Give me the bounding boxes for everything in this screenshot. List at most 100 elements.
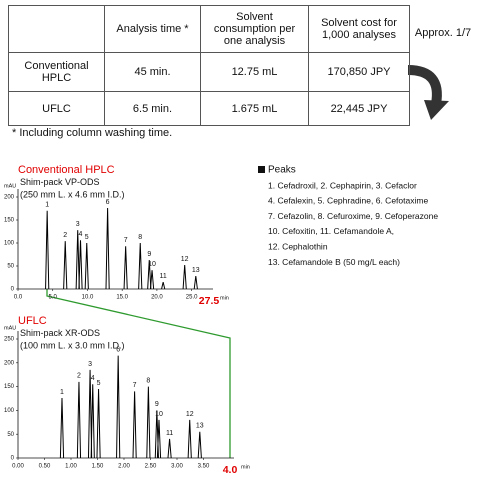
x-tick-label: 25.0: [186, 295, 198, 301]
comparison-table: Analysis time * Solvent consumption per …: [8, 5, 410, 126]
peak-label: 8: [146, 377, 150, 384]
reduction-arrow: [407, 65, 442, 105]
peak: [132, 391, 137, 459]
peak: [161, 281, 166, 290]
peak: [149, 270, 155, 290]
y-tick-label: 150: [4, 218, 15, 224]
legend-bullet: [258, 166, 265, 173]
peak: [45, 210, 50, 290]
y-tick-label: 0: [11, 456, 15, 462]
table-cell: 12.75 mL: [200, 52, 309, 92]
peak: [182, 265, 187, 290]
peak-label: 5: [85, 234, 89, 241]
x-tick-label: 10.0: [82, 295, 94, 301]
legend-title: Peaks: [268, 165, 296, 176]
peak-label: 12: [181, 256, 189, 263]
peak: [78, 240, 83, 290]
reduction-arrow-head: [424, 100, 449, 120]
table-header: Solvent consumption per one analysis: [200, 5, 309, 53]
peak-label: 10: [155, 411, 163, 418]
peak: [87, 369, 93, 459]
y-tick-label: 200: [4, 195, 15, 201]
zoom-connector: [46, 289, 231, 458]
peak: [146, 386, 151, 459]
peak-label: 5: [97, 380, 101, 387]
legend-item: 4. Cefalexin, 5. Cephradine, 6. Cefotaxi…: [268, 196, 428, 206]
peak-label: 9: [147, 251, 151, 258]
end-time-annotation: 4.0: [223, 464, 238, 476]
peak: [138, 242, 143, 290]
note: * Including column washing time.: [12, 127, 172, 139]
peak: [76, 381, 82, 459]
peak-label: 4: [79, 231, 83, 238]
x-tick-label: 3.50: [198, 464, 210, 470]
y-tick-label: 50: [7, 432, 14, 438]
x-tick-label: 5.0: [49, 295, 58, 301]
table-cell: Conventional HPLC: [8, 52, 105, 92]
chart-title: Conventional HPLC: [18, 164, 115, 176]
y-tick-label: 0: [11, 287, 15, 293]
table-cell: 22,445 JPY: [308, 91, 410, 126]
peak-label: 6: [116, 347, 120, 354]
x-tick-label: 1.00: [65, 464, 77, 470]
peak: [84, 242, 89, 290]
table-cell: 1.675 mL: [200, 91, 309, 126]
column-size: (100 mm L. x 3.0 mm I.D.): [20, 340, 125, 350]
peak-label: 9: [155, 401, 159, 408]
peak-label: 10: [148, 261, 156, 268]
column-name: Shim-pack XR-ODS: [20, 328, 100, 338]
peak: [197, 431, 202, 459]
peak: [187, 419, 192, 459]
peak: [167, 438, 172, 459]
x-tick-label: 0.50: [39, 464, 51, 470]
legend-item: 10. Cefoxitin, 11. Cefamandole A,: [268, 226, 394, 236]
peak: [147, 259, 152, 290]
peak-label: 4: [91, 375, 95, 382]
legend-item: 1. Cefadroxil, 2. Cephapirin, 3. Cefaclo…: [268, 180, 417, 190]
x-tick-label: 0.00: [12, 464, 24, 470]
y-tick-label: 100: [4, 241, 15, 247]
y-tick-label: 200: [4, 360, 15, 366]
peak: [123, 246, 128, 290]
column-size: (250 mm L. x 4.6 mm I.D.): [20, 189, 125, 199]
x-tick-label: 0.0: [14, 295, 23, 301]
peak-label: 6: [106, 199, 110, 206]
peak-label: 7: [124, 237, 128, 244]
peak: [59, 398, 65, 459]
table-header: Analysis time *: [104, 5, 201, 53]
table-corner: [8, 5, 105, 53]
peak-label: 8: [138, 234, 142, 241]
table-cell: 170,850 JPY: [308, 52, 410, 92]
y-axis-label: mAU: [4, 325, 16, 331]
x-tick-label: 15.0: [116, 295, 128, 301]
ratio-label: Approx. 1/7: [415, 27, 471, 39]
peak-label: 3: [76, 221, 80, 228]
peak-label: 12: [186, 411, 194, 418]
x-tick-label: 3.00: [171, 464, 183, 470]
peak: [90, 384, 95, 459]
peak-label: 11: [160, 273, 167, 280]
peak: [63, 241, 68, 290]
x-tick-label: 2.50: [145, 464, 157, 470]
column-name: Shim-pack VP-ODS: [20, 177, 100, 187]
y-tick-label: 250: [4, 337, 15, 343]
x-tick-label: 1.50: [92, 464, 104, 470]
legend-item: 7. Cefazolin, 8. Cefuroxime, 9. Cefopera…: [268, 211, 438, 221]
peak-label: 11: [166, 430, 173, 437]
table-cell: 45 min.: [104, 52, 201, 92]
peak-label: 13: [196, 423, 204, 430]
x-tick-label: 20.0: [151, 295, 163, 301]
peak: [105, 208, 110, 290]
table-cell: 6.5 min.: [104, 91, 201, 126]
y-axis-label: mAU: [4, 183, 16, 189]
legend-item: 12. Cephalothin: [268, 241, 328, 251]
peak-label: 3: [88, 361, 92, 368]
peak-label: 1: [60, 389, 64, 396]
peak: [193, 276, 198, 290]
y-tick-label: 100: [4, 408, 15, 414]
x-axis-label: min: [220, 295, 229, 301]
x-tick-label: 2.00: [118, 464, 130, 470]
legend-item: 13. Cefamandole B (50 mg/L each): [268, 257, 400, 267]
